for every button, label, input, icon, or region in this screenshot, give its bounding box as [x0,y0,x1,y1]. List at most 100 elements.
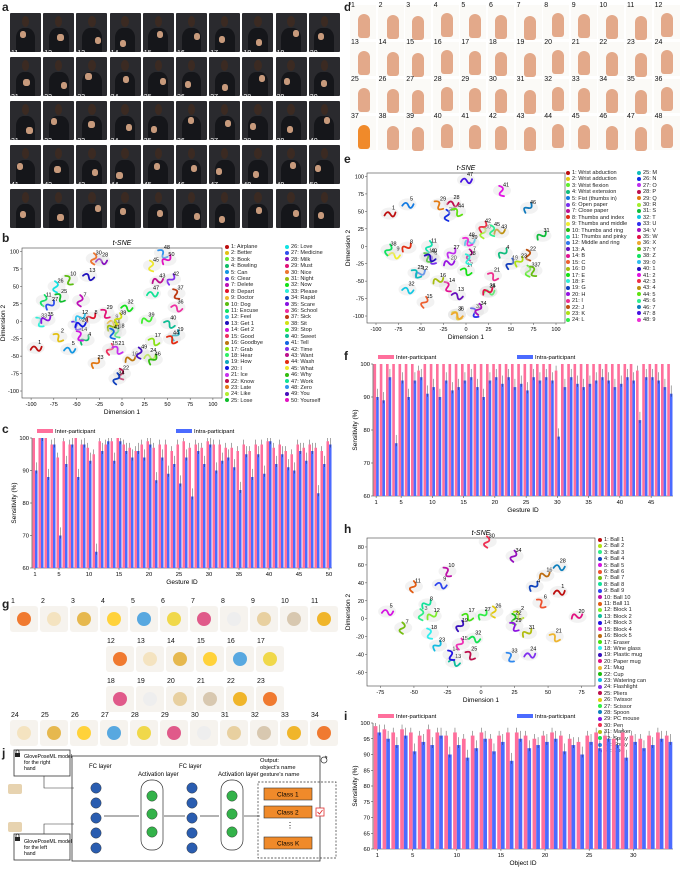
object-shape [173,692,187,706]
photo-number: 1 [11,6,15,13]
gesture-photo [142,57,174,96]
legend-marker [598,633,602,638]
cluster-label: 42 [485,219,491,225]
panel-label-f: f [344,349,348,363]
legend-entry: 6: Ball 6 [598,569,646,575]
x-tick-label: 1 [375,500,378,506]
cluster-points [432,277,445,285]
y-tick-label: 75 [13,267,19,273]
legend-entry: 49: You [285,391,323,397]
panel-label-d: d [344,0,352,14]
x-tick-label: 25 [176,572,182,578]
photo-number: 8 [544,2,549,9]
cluster-label: 3 [424,606,427,612]
legend-e-col2: 25: M 26: N 27: O 28: P 29: Q 30: R 31: S 32: T… [637,170,658,324]
cluster-points [505,651,515,663]
cluster-points [462,236,474,247]
y-tick-label: 80 [23,501,29,507]
object-shape [47,726,61,740]
legend-marker [598,652,602,657]
legend-entry: 14: B [566,253,627,259]
legend-entry: 19: Plastic mug [598,652,646,658]
hand-shape [577,14,590,38]
legend-label: 39: Stop [291,327,312,334]
legend-label: 15: Block 4 [604,626,632,633]
legend-entry: 21: Mug [598,665,646,671]
bar-inter-9 [80,444,83,568]
x-tick-label: -100 [370,327,381,333]
cluster-points [460,177,473,185]
legend-entry: 30: R [637,202,658,208]
cluster-points [528,580,539,592]
legend-label: 29: PC mouse [604,716,640,723]
photo-number: 10 [309,6,318,13]
y-tick-label: 100 [355,174,364,180]
legend-entry: 32: Spray L [598,736,646,742]
legend-label: 7: Close paper [572,208,609,215]
cluster-label: 47 [467,172,473,178]
photo-number: 40 [309,138,318,145]
object-photo [190,606,218,632]
legend-entry: 18: F [566,279,627,285]
photo-number: 23 [257,678,265,685]
cluster-label: 47 [153,285,159,291]
bar-intra-46 [657,380,660,496]
bar-intra-9 [83,444,86,568]
bar-inter-48 [314,447,317,568]
legend-marker [598,582,602,587]
bar-inter-3 [44,438,47,568]
object-photo-grid: 1 2 3 4 5 6 7 8 9 10 11 12 13 14 15 16 17 18 19 20 21 22 23 24 2… [10,598,342,746]
cluster-label: 5 [72,341,75,347]
hand-shape [495,89,507,113]
object-photo [166,646,194,672]
photo-number: 8 [243,6,248,13]
bar-intra-22 [562,751,567,849]
bar-inter-18 [479,364,483,496]
legend-marker [598,697,602,702]
y-tick-label: -25 [11,337,19,343]
cluster-points [166,335,179,345]
bar-inter-20 [492,364,495,496]
legend-entry: 7: Ball 7 [598,575,646,581]
bar-inter-37 [248,451,251,568]
bar-intra-15 [500,741,505,849]
cluster-points [146,291,159,298]
legend-label: 28: P [643,189,657,196]
neuron-node [186,812,198,824]
y-tick-label: 90 [364,753,370,759]
legend-label: 24: Flashlight [604,684,638,691]
x-tick-label: 0 [479,690,482,696]
bar-inter-1 [373,726,378,849]
cluster-points [135,346,143,360]
photo-number: 20 [544,39,552,46]
legend-entry: 41: Tell [285,340,323,346]
bar-intra-34 [582,387,585,496]
cluster-points [94,258,109,266]
legend-label: 4: Ball 4 [604,556,625,563]
cluster-points [498,184,505,198]
left-model-box [13,833,71,861]
hand-photo [460,79,487,113]
legend-marker [225,263,229,268]
bar-inter-17 [514,732,519,849]
legend-marker [637,260,641,265]
bar-intra-26 [598,748,602,849]
fc-layer-1-label: FC layer [89,764,112,770]
legend-label: 13: Get 1 [231,320,255,327]
hand-photo [598,5,625,39]
legend-entry: 6: Clear [225,276,263,282]
bar-inter-20 [541,735,546,849]
cluster-label: 35 [47,312,53,318]
legend-entry: 35: W [637,234,658,240]
legend-label: 8: Ball 8 [604,581,625,588]
legend-label: 9: Thumbs and middle [572,221,628,228]
gesture-photo [142,13,174,52]
panel-label-j: j [2,746,6,760]
bar-intra-35 [239,490,242,568]
photo-number: 5 [461,2,466,9]
legend-marker [598,588,602,593]
bar-inter-4 [392,364,395,496]
cluster-points [140,316,153,324]
photo-number: 8 [221,598,225,605]
gesture-photo [275,101,307,140]
